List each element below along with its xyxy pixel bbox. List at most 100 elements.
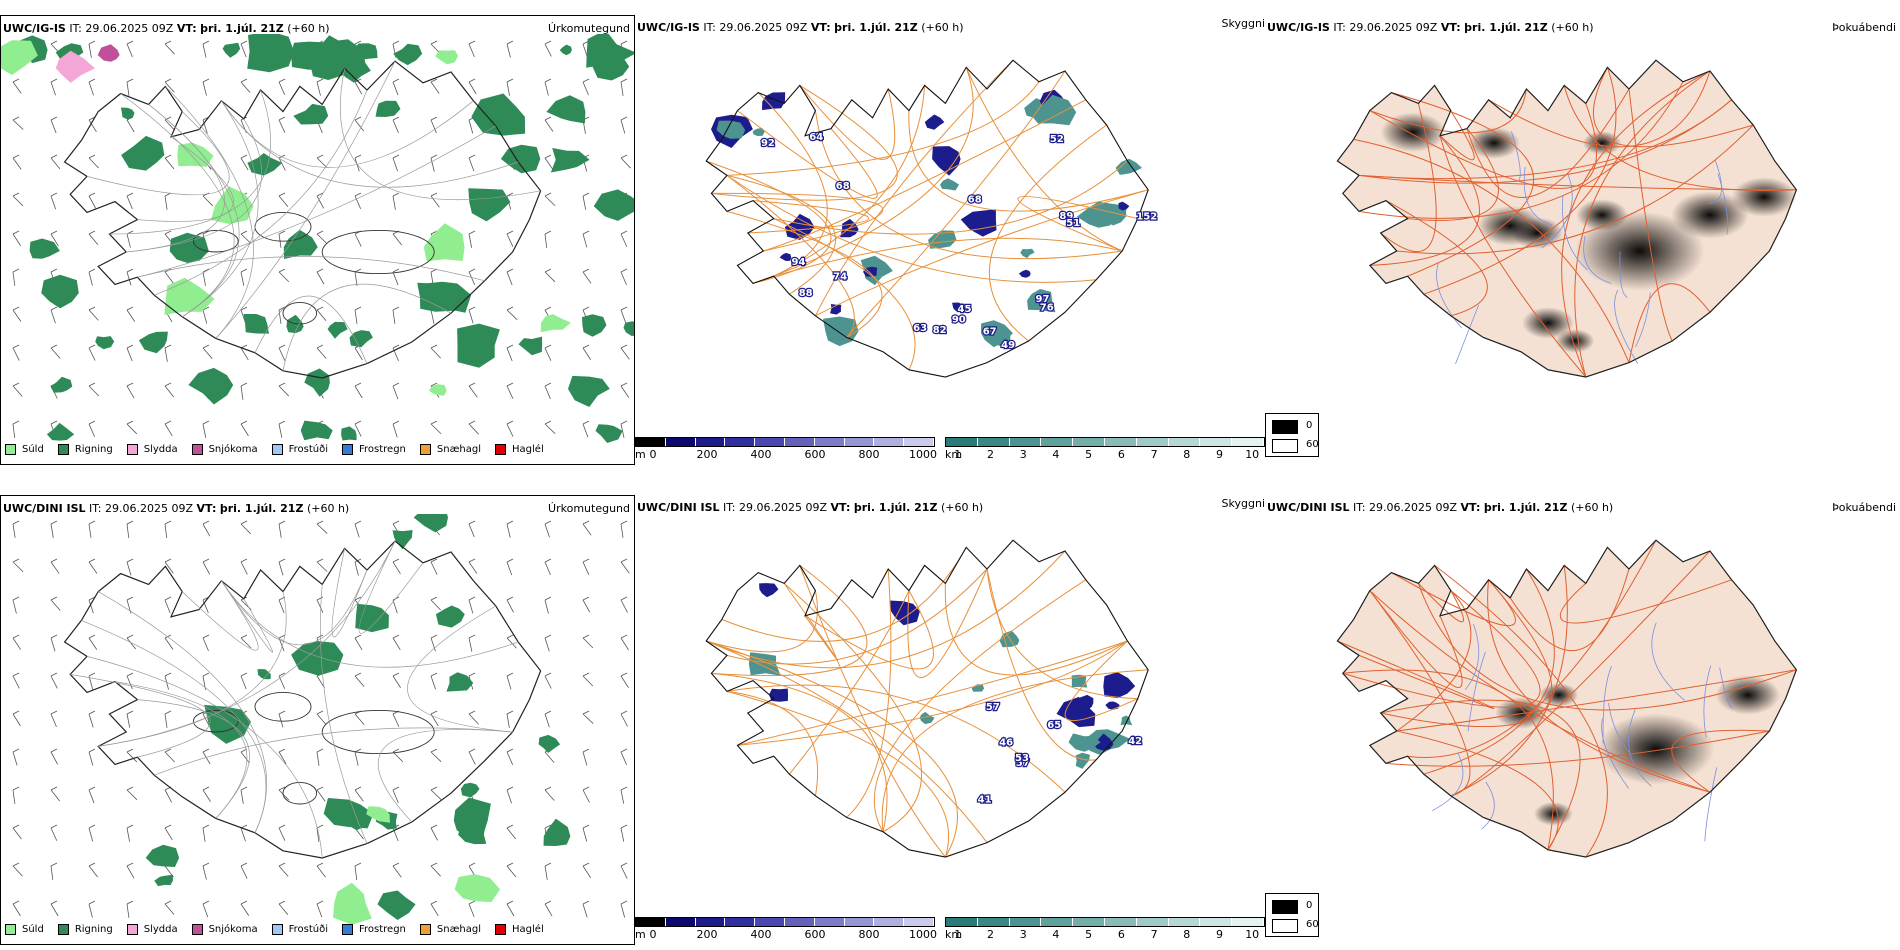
road-line bbox=[706, 590, 818, 653]
wind-barb bbox=[354, 789, 364, 802]
it-label: IT: bbox=[1353, 501, 1366, 514]
colorbar-unit: km bbox=[945, 448, 963, 461]
wind-barb-flag bbox=[316, 748, 324, 753]
wind-barb bbox=[316, 865, 326, 878]
fog-label-high: 0 bbox=[1306, 420, 1313, 431]
wind-barb-flag bbox=[50, 520, 58, 525]
wind-barb bbox=[430, 81, 440, 94]
wind-barb-flag bbox=[392, 786, 400, 791]
colorbar-tick: 1000 bbox=[909, 928, 937, 941]
wind-barb-flag bbox=[240, 862, 248, 867]
wind-barb-flag bbox=[392, 344, 400, 349]
wind-barb-flag bbox=[316, 634, 324, 639]
colorbar-segment bbox=[1136, 918, 1169, 926]
wind-barb-flag bbox=[392, 382, 400, 387]
wind-barb-flag bbox=[354, 382, 362, 387]
wind-barb bbox=[88, 599, 94, 614]
wind-barb-flag bbox=[316, 558, 324, 563]
wind-barb bbox=[506, 309, 518, 320]
cloud-areas bbox=[711, 89, 1142, 348]
wind-barb bbox=[50, 827, 58, 841]
wind-barb bbox=[620, 675, 629, 688]
wind-barb bbox=[202, 523, 211, 537]
wind-barb-flag bbox=[620, 154, 628, 159]
road-line bbox=[1337, 640, 1495, 710]
wind-barb bbox=[12, 157, 22, 170]
road-line bbox=[1592, 67, 1754, 148]
wind-barb bbox=[164, 385, 174, 398]
wind-barb-flag bbox=[88, 596, 96, 601]
wind-barb bbox=[240, 827, 246, 842]
cloud-base-label: 57 bbox=[986, 702, 1000, 713]
road-line bbox=[799, 85, 896, 160]
wind-barb bbox=[544, 233, 548, 248]
wind-barb-flag bbox=[506, 230, 514, 235]
river-line bbox=[1436, 262, 1462, 329]
wind-barb-flag bbox=[240, 420, 248, 425]
road-line bbox=[789, 590, 910, 775]
road-line bbox=[137, 699, 250, 819]
wind-barb bbox=[316, 195, 325, 209]
wind-barb bbox=[12, 523, 16, 538]
wind-barb bbox=[50, 81, 56, 96]
wind-barb-flag bbox=[468, 558, 476, 563]
precip-area bbox=[323, 798, 374, 829]
wind-barb bbox=[430, 561, 438, 575]
cloud-base-label: 74 bbox=[833, 272, 847, 283]
wind-barb-flag bbox=[202, 786, 210, 791]
cloud-area bbox=[960, 209, 997, 237]
wind-barb-flag bbox=[316, 862, 324, 867]
wind-barb bbox=[468, 43, 475, 58]
river-line bbox=[1523, 166, 1553, 226]
legend-swatch bbox=[5, 443, 16, 455]
road-line bbox=[1396, 124, 1754, 255]
cloud-area bbox=[1075, 752, 1090, 769]
wind-barb-flag bbox=[316, 344, 324, 349]
road-line bbox=[706, 640, 988, 843]
wind-barb bbox=[50, 675, 58, 689]
wind-barb bbox=[202, 903, 209, 918]
precip-area bbox=[120, 107, 135, 120]
colorbar-segment bbox=[814, 438, 845, 446]
precip-area bbox=[283, 229, 318, 259]
precip-area bbox=[446, 672, 474, 692]
legend-item-súld: Súld bbox=[5, 443, 44, 455]
wind-barb-flag bbox=[202, 672, 210, 677]
wind-barb bbox=[582, 233, 588, 248]
road-line bbox=[907, 568, 988, 678]
wind-barb bbox=[582, 827, 588, 842]
precip-area bbox=[333, 882, 372, 924]
wind-barb-flag bbox=[164, 78, 172, 83]
wind-barb bbox=[392, 865, 402, 878]
wind-barb bbox=[506, 599, 514, 613]
road-line bbox=[1563, 85, 1797, 192]
wind-barb-flag bbox=[278, 786, 286, 791]
wind-barb bbox=[50, 751, 58, 765]
wind-barb bbox=[12, 599, 17, 614]
wind-barb-flag bbox=[316, 710, 324, 715]
wind-barb-flag bbox=[202, 824, 210, 829]
wind-barb bbox=[278, 81, 286, 95]
legend-label: Haglél bbox=[512, 923, 544, 935]
wind-barb bbox=[50, 119, 57, 134]
wind-barb-flag bbox=[50, 420, 58, 425]
wind-barb bbox=[12, 271, 16, 286]
wind-barb bbox=[506, 561, 513, 576]
panel-type-fog-0: Þokuábendi bbox=[1832, 21, 1896, 34]
wind-barb-flag bbox=[468, 382, 476, 387]
wind-barb-flag bbox=[278, 900, 286, 905]
precip-area bbox=[291, 641, 344, 676]
road-line bbox=[1561, 70, 1711, 378]
road-line bbox=[815, 189, 1149, 317]
precip-area bbox=[540, 314, 571, 333]
wind-barb bbox=[164, 827, 173, 841]
river-line bbox=[1703, 665, 1712, 738]
precip-area bbox=[377, 890, 416, 920]
cloud-area bbox=[1020, 248, 1035, 259]
cloud-area bbox=[1105, 701, 1120, 710]
wind-barb-flag bbox=[392, 558, 400, 563]
wind-barb bbox=[12, 119, 24, 130]
road-line bbox=[1358, 81, 1684, 219]
wind-barb-flag bbox=[620, 40, 628, 45]
